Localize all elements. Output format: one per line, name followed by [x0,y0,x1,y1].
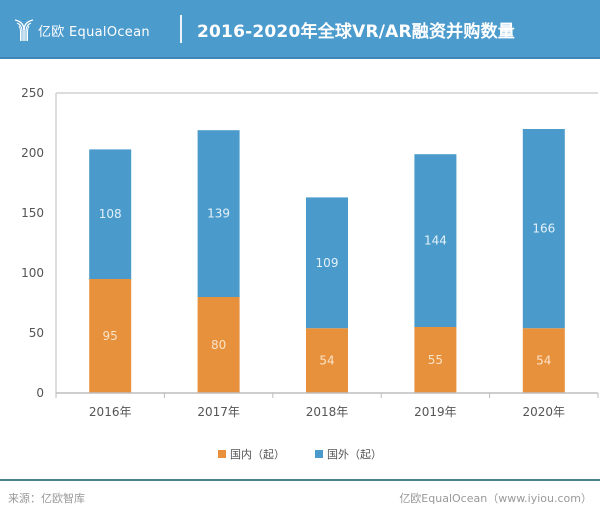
data-label: 54 [536,354,551,368]
y-tick-label: 250 [21,86,44,100]
legend-label: 国内（起） [230,448,285,461]
credit-note: 亿欧EqualOcean（www.iyiou.com） [399,492,592,505]
y-tick-label: 150 [21,206,44,220]
chart-svg: 0 50 100 150 200 250 95 108 2016年 80 139 2017年 54 109… [21,86,599,419]
x-tick-label: 2017年 [197,405,240,419]
equalocean-logo-icon [14,19,34,41]
data-label: 108 [99,207,122,221]
legend-swatch [218,450,226,458]
x-tick-label: 2016年 [89,405,132,419]
source-note: 来源：亿欧智库 [8,492,85,505]
x-tick-label: 2018年 [306,405,349,419]
data-label: 139 [207,207,230,221]
data-label: 95 [103,329,118,343]
bar-domestic [522,328,565,393]
data-label: 144 [424,234,447,248]
legend-item: 国外（起） [315,446,382,462]
legend-item: 国内（起） [218,446,285,462]
y-tick-label: 50 [29,326,44,340]
y-tick-label: 100 [21,266,44,280]
bar-domestic [89,279,132,393]
bar-foreign [414,154,457,327]
bar-foreign [306,197,348,329]
legend-swatch [315,450,323,458]
bar-foreign [522,129,565,329]
chart-title: 2016-2020年全球VR/AR融资并购数量 [197,22,515,42]
bar-domestic [306,328,348,393]
data-label: 55 [428,353,443,367]
data-label: 166 [532,222,555,236]
header-banner: 亿欧 EqualOcean 2016-2020年全球VR/AR融资并购数量 [0,0,600,59]
brand-logo: 亿欧 EqualOcean [14,16,150,44]
header-divider [180,15,182,43]
bar-domestic [197,297,240,393]
footer-divider [0,479,600,481]
bar-foreign [197,130,240,297]
legend-label: 国外（起） [327,448,382,461]
bar-domestic [414,327,457,393]
data-label: 80 [211,338,226,352]
logo-text: 亿欧 EqualOcean [38,24,150,40]
x-tick-label: 2020年 [523,405,566,419]
y-tick-label: 0 [36,386,44,400]
bar-foreign [89,149,132,279]
x-tick-label: 2019年 [414,405,457,419]
legend: 国内（起） 国外（起） [0,446,600,462]
y-tick-label: 200 [21,146,44,160]
data-label: 54 [319,354,334,368]
data-label: 109 [316,256,339,270]
